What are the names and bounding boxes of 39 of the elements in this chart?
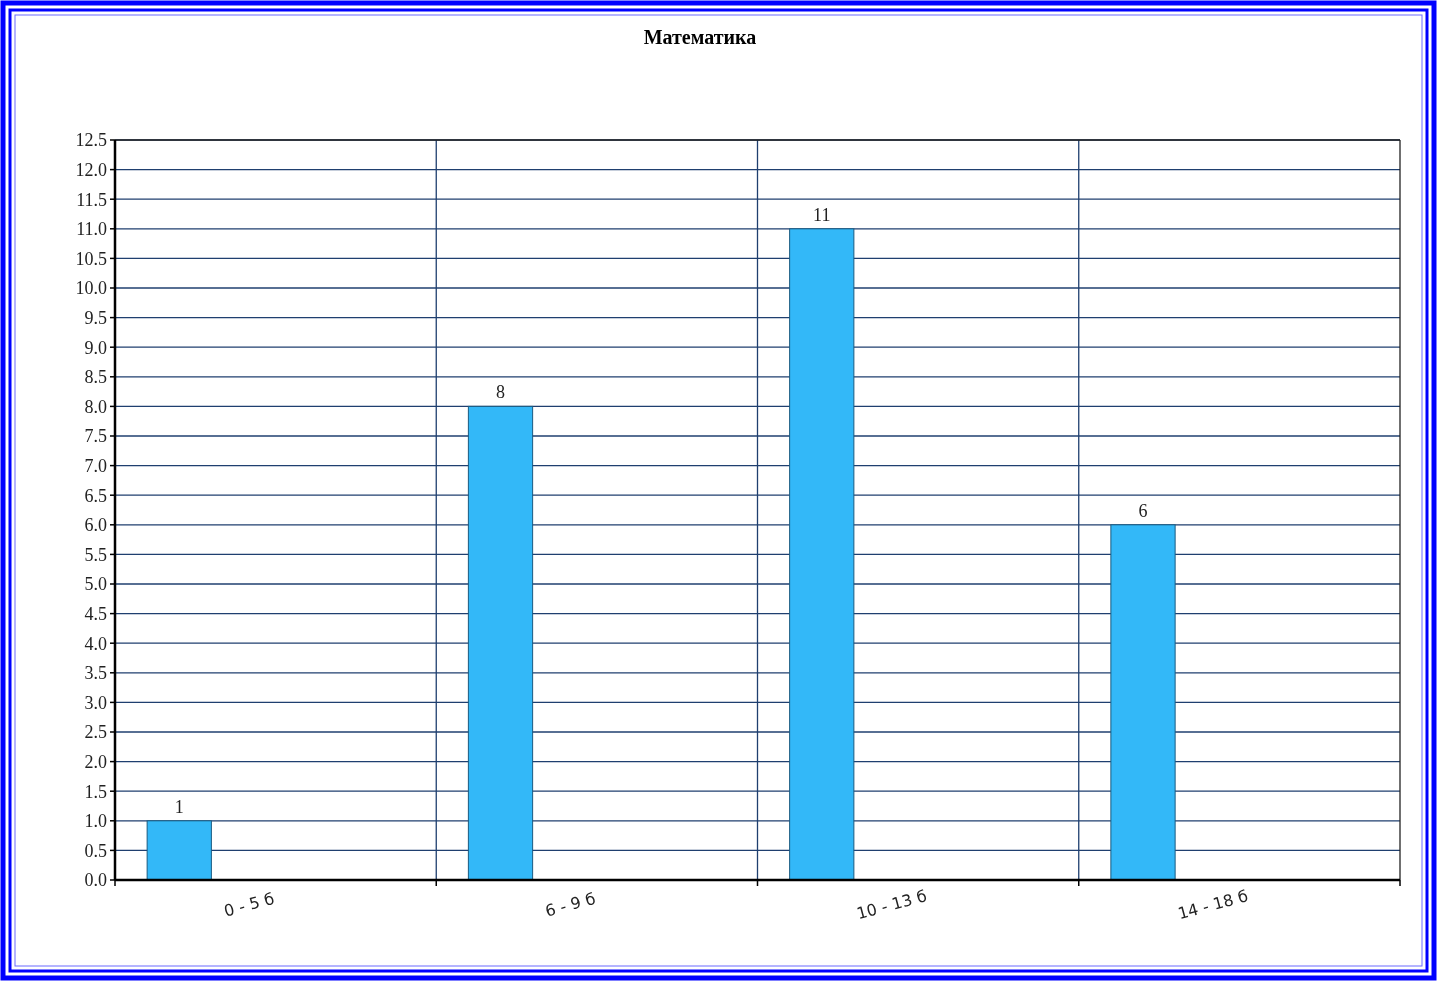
y-tick-label: 2.0 — [84, 751, 107, 772]
x-tick-label: 6 - 9 б — [543, 888, 598, 921]
y-tick-label: 11.0 — [76, 219, 107, 240]
y-tick-label: 5.0 — [84, 574, 107, 595]
bar — [1110, 524, 1176, 881]
bar — [467, 405, 534, 881]
y-tick-label: 8.0 — [84, 396, 107, 417]
y-tick-label: 0.5 — [84, 840, 107, 861]
data-label: 11 — [813, 204, 831, 225]
y-tick-label: 3.0 — [84, 692, 107, 713]
y-tick-label: 6.5 — [84, 485, 107, 506]
y-tick-label: 7.5 — [84, 426, 107, 447]
data-label: 6 — [1138, 500, 1148, 521]
y-tick-label: 10.5 — [75, 248, 107, 269]
y-tick-label: 6.0 — [84, 515, 107, 536]
y-tick-label: 1.0 — [84, 811, 107, 832]
chart-title: Математика — [643, 26, 757, 48]
bar — [789, 228, 855, 881]
y-tick-label: 0.0 — [84, 870, 107, 891]
y-tick-label: 12.5 — [75, 130, 107, 151]
bar — [146, 820, 212, 881]
y-tick-label: 4.5 — [84, 603, 107, 624]
data-label: 1 — [174, 796, 184, 817]
y-tick-label: 7.0 — [84, 455, 107, 476]
y-tick-label: 4.0 — [84, 633, 107, 654]
x-tick-label: 14 - 18 б — [1175, 886, 1250, 924]
y-tick-label: 9.5 — [84, 307, 107, 328]
y-tick-label: 10.0 — [75, 278, 107, 299]
y-tick-label: 5.5 — [84, 544, 107, 565]
y-tick-label: 9.0 — [84, 337, 107, 358]
y-tick-label: 12.0 — [75, 159, 107, 180]
y-tick-label: 8.5 — [84, 367, 107, 388]
x-tick-label: 0 - 5 б — [221, 888, 277, 921]
data-label: 8 — [496, 382, 505, 403]
x-tick-label: 10 - 13 б — [854, 886, 929, 924]
y-tick-label: 2.5 — [84, 722, 107, 743]
y-tick-label: 1.5 — [84, 781, 107, 802]
y-tick-label: 3.5 — [84, 663, 107, 684]
y-tick-label: 11.5 — [76, 189, 107, 210]
